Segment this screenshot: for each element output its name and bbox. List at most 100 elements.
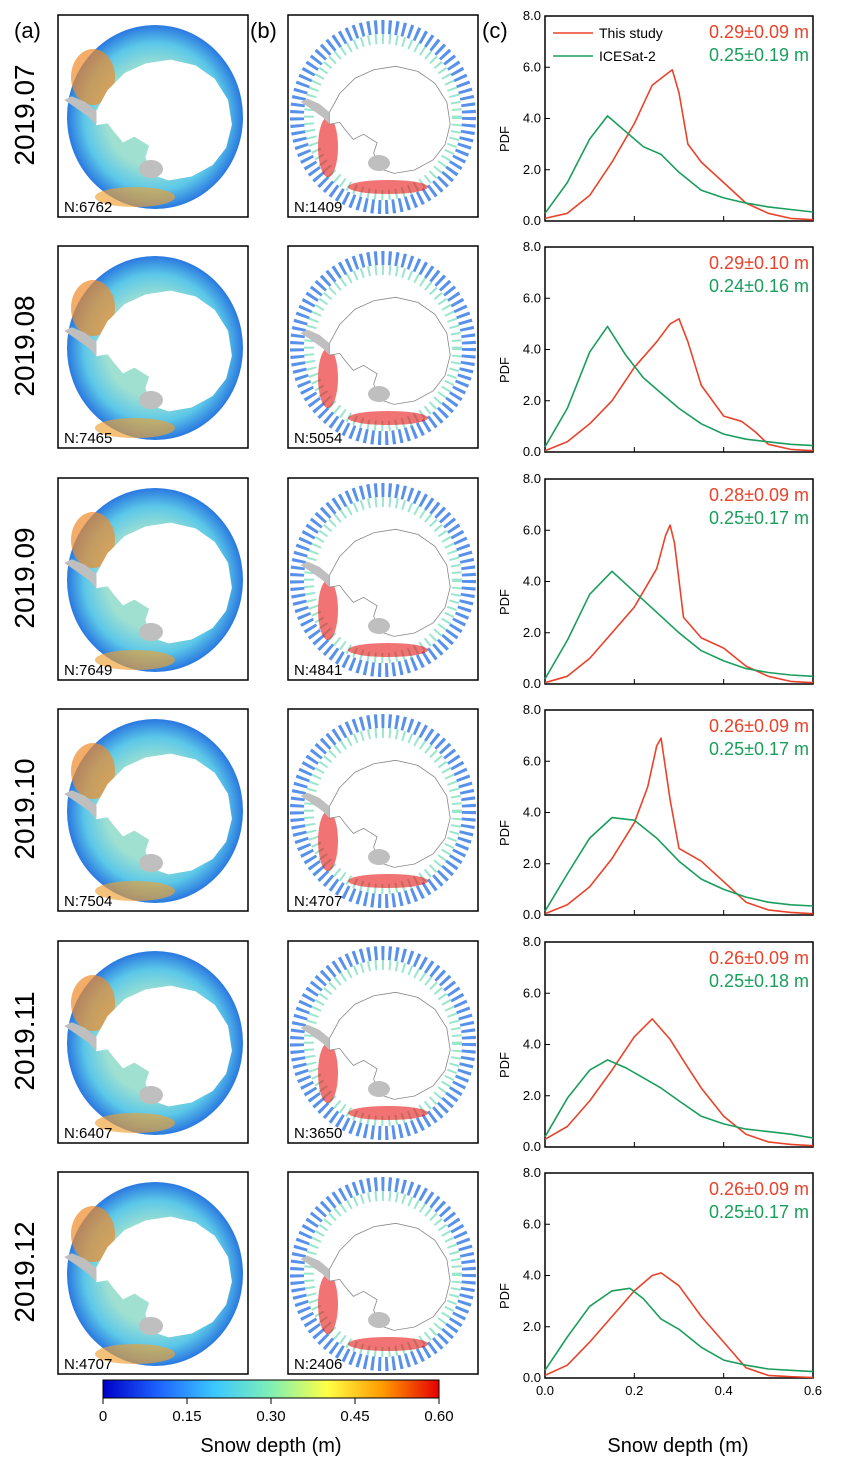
continent-outline (329, 296, 451, 405)
sample-count-b: N:5054 (294, 430, 342, 447)
track-ring (304, 960, 462, 1126)
sample-count-b: N:1409 (294, 199, 342, 216)
high-snow-area (348, 411, 428, 425)
row-3: 2019.09 N:7649 N:4841 0.0 2.0 4.0 6.0 8.0 PDF 0.2… (9, 471, 814, 691)
y-tick-label: 2.0 (523, 856, 541, 871)
series-line-this-study (544, 1018, 814, 1147)
high-snow-area (95, 1344, 175, 1364)
track-ring (304, 34, 462, 200)
y-tick-label: 4.0 (523, 111, 541, 126)
pdf-chart: 0.0 2.0 4.0 6.0 8.0 PDF 0.29±0.10 m 0.24±0.16 m (497, 239, 814, 459)
peninsula-shape (300, 561, 330, 588)
x-tick-label: 0.4 (715, 1383, 733, 1398)
continent-interior (96, 753, 232, 875)
row-6: 2019.12 N:4707 N:2406 0.0 2.0 4.0 6.0 8.0 0.0 0.2… (9, 1165, 822, 1398)
y-tick-label: 6.0 (523, 522, 541, 537)
y-axis-label: PDF (497, 1052, 512, 1078)
panel-letter-a: (a) (14, 18, 41, 43)
peninsula-shape (64, 790, 97, 819)
series-line-icesat2 (544, 816, 814, 912)
continent-interior (96, 290, 232, 412)
peninsula-shape (300, 98, 330, 125)
high-snow-area (71, 280, 115, 336)
y-tick-label: 6.0 (523, 985, 541, 1000)
continent-interior (96, 985, 232, 1107)
ice-shelf-shape (368, 1081, 390, 1097)
map-panel-a: N:7649 (57, 477, 249, 681)
high-snow-area (318, 1043, 338, 1103)
peninsula-shape (64, 1253, 97, 1282)
y-tick-label: 8.0 (523, 8, 541, 23)
stat-this-study: 0.26±0.09 m (709, 716, 809, 736)
sample-count-a: N:4707 (64, 1356, 112, 1373)
high-snow-area (71, 49, 115, 105)
y-tick-label: 4.0 (523, 342, 541, 357)
peninsula-shape (64, 327, 97, 356)
x-tick-label: 0.6 (804, 1383, 822, 1398)
y-axis-label: PDF (497, 589, 512, 615)
ice-shelf-shape (368, 618, 390, 634)
high-snow-area (348, 180, 428, 194)
y-axis-label: PDF (497, 126, 512, 152)
y-tick-label: 0.0 (523, 444, 541, 459)
ice-shelf-shape (139, 391, 163, 409)
map-panel-b: N:5054 (287, 245, 479, 449)
row-4: 2019.10 N:7504 N:4707 0.0 2.0 4.0 6.0 8.0 PDF 0.2… (9, 702, 814, 922)
colorbar-label: Snow depth (m) (200, 1435, 341, 1457)
high-snow-area (348, 1337, 428, 1351)
colorbar-tick-label: 0 (99, 1408, 107, 1425)
high-snow-area (71, 975, 115, 1031)
legend-label-this-study: This study (599, 25, 663, 41)
ice-shelf-shape (139, 623, 163, 641)
y-tick-label: 6.0 (523, 753, 541, 768)
stat-icesat2: 0.24±0.16 m (709, 276, 809, 296)
colorbar-tick-label: 0.45 (340, 1408, 369, 1425)
chart-frame (544, 941, 814, 1148)
y-axis-label: PDF (497, 1283, 512, 1309)
chart-frame (544, 709, 814, 916)
continent-outline (329, 1222, 451, 1331)
track-ring (304, 728, 462, 894)
series-line-icesat2 (544, 1059, 814, 1139)
colorbar-tick-label: 0.15 (172, 1408, 201, 1425)
series-line-icesat2 (544, 115, 814, 214)
map-panel-b: N:3650 (287, 940, 479, 1144)
panel-letter-b: (b) (250, 18, 277, 43)
pdf-chart: 0.0 2.0 4.0 6.0 8.0 PDF 0.29±0.09 m 0.25±0.19 m… (497, 8, 814, 228)
ice-shelf-shape (368, 386, 390, 402)
y-tick-label: 6.0 (523, 1216, 541, 1231)
high-snow-area (71, 512, 115, 568)
stat-this-study: 0.29±0.10 m (709, 253, 809, 273)
ice-shelf-shape (139, 160, 163, 178)
high-snow-area (318, 811, 338, 871)
map-panel-a: N:7465 (57, 245, 249, 449)
high-snow-area (71, 1206, 115, 1262)
y-tick-label: 2.0 (523, 1088, 541, 1103)
y-tick-label: 0.0 (523, 907, 541, 922)
track-ring (304, 265, 462, 431)
stat-this-study: 0.28±0.09 m (709, 485, 809, 505)
colorbar-tick-label: 0.30 (256, 1408, 285, 1425)
month-label: 2019.09 (9, 527, 40, 628)
map-panel-b: N:4841 (287, 477, 479, 681)
month-label: 2019.10 (9, 758, 40, 859)
y-axis-label: PDF (497, 820, 512, 846)
track-ring (304, 1191, 462, 1357)
peninsula-shape (64, 559, 97, 588)
sample-count-b: N:4707 (294, 893, 342, 910)
y-tick-label: 0.0 (523, 676, 541, 691)
antarctic-icesat2-track-map (290, 20, 476, 214)
high-snow-area (318, 580, 338, 640)
legend-label-icesat2: ICESat-2 (599, 48, 656, 64)
sample-count-a: N:6407 (64, 1125, 112, 1142)
legend: This study ICESat-2 (553, 25, 663, 64)
high-snow-area (318, 1274, 338, 1334)
y-tick-label: 0.0 (523, 1139, 541, 1154)
ice-shelf-shape (139, 1317, 163, 1335)
pdf-chart: 0.0 2.0 4.0 6.0 8.0 PDF 0.26±0.09 m 0.25±0.18 m (497, 934, 814, 1154)
antarctic-icesat2-track-map (290, 251, 476, 445)
sample-count-b: N:4841 (294, 662, 342, 679)
row-1: 2019.07 N:6762 N:1409 0.0 2.0 4.0 6.0 8.0 PDF 0.2… (9, 8, 814, 228)
track-ring (304, 497, 462, 663)
stat-icesat2: 0.25±0.17 m (709, 1202, 809, 1222)
